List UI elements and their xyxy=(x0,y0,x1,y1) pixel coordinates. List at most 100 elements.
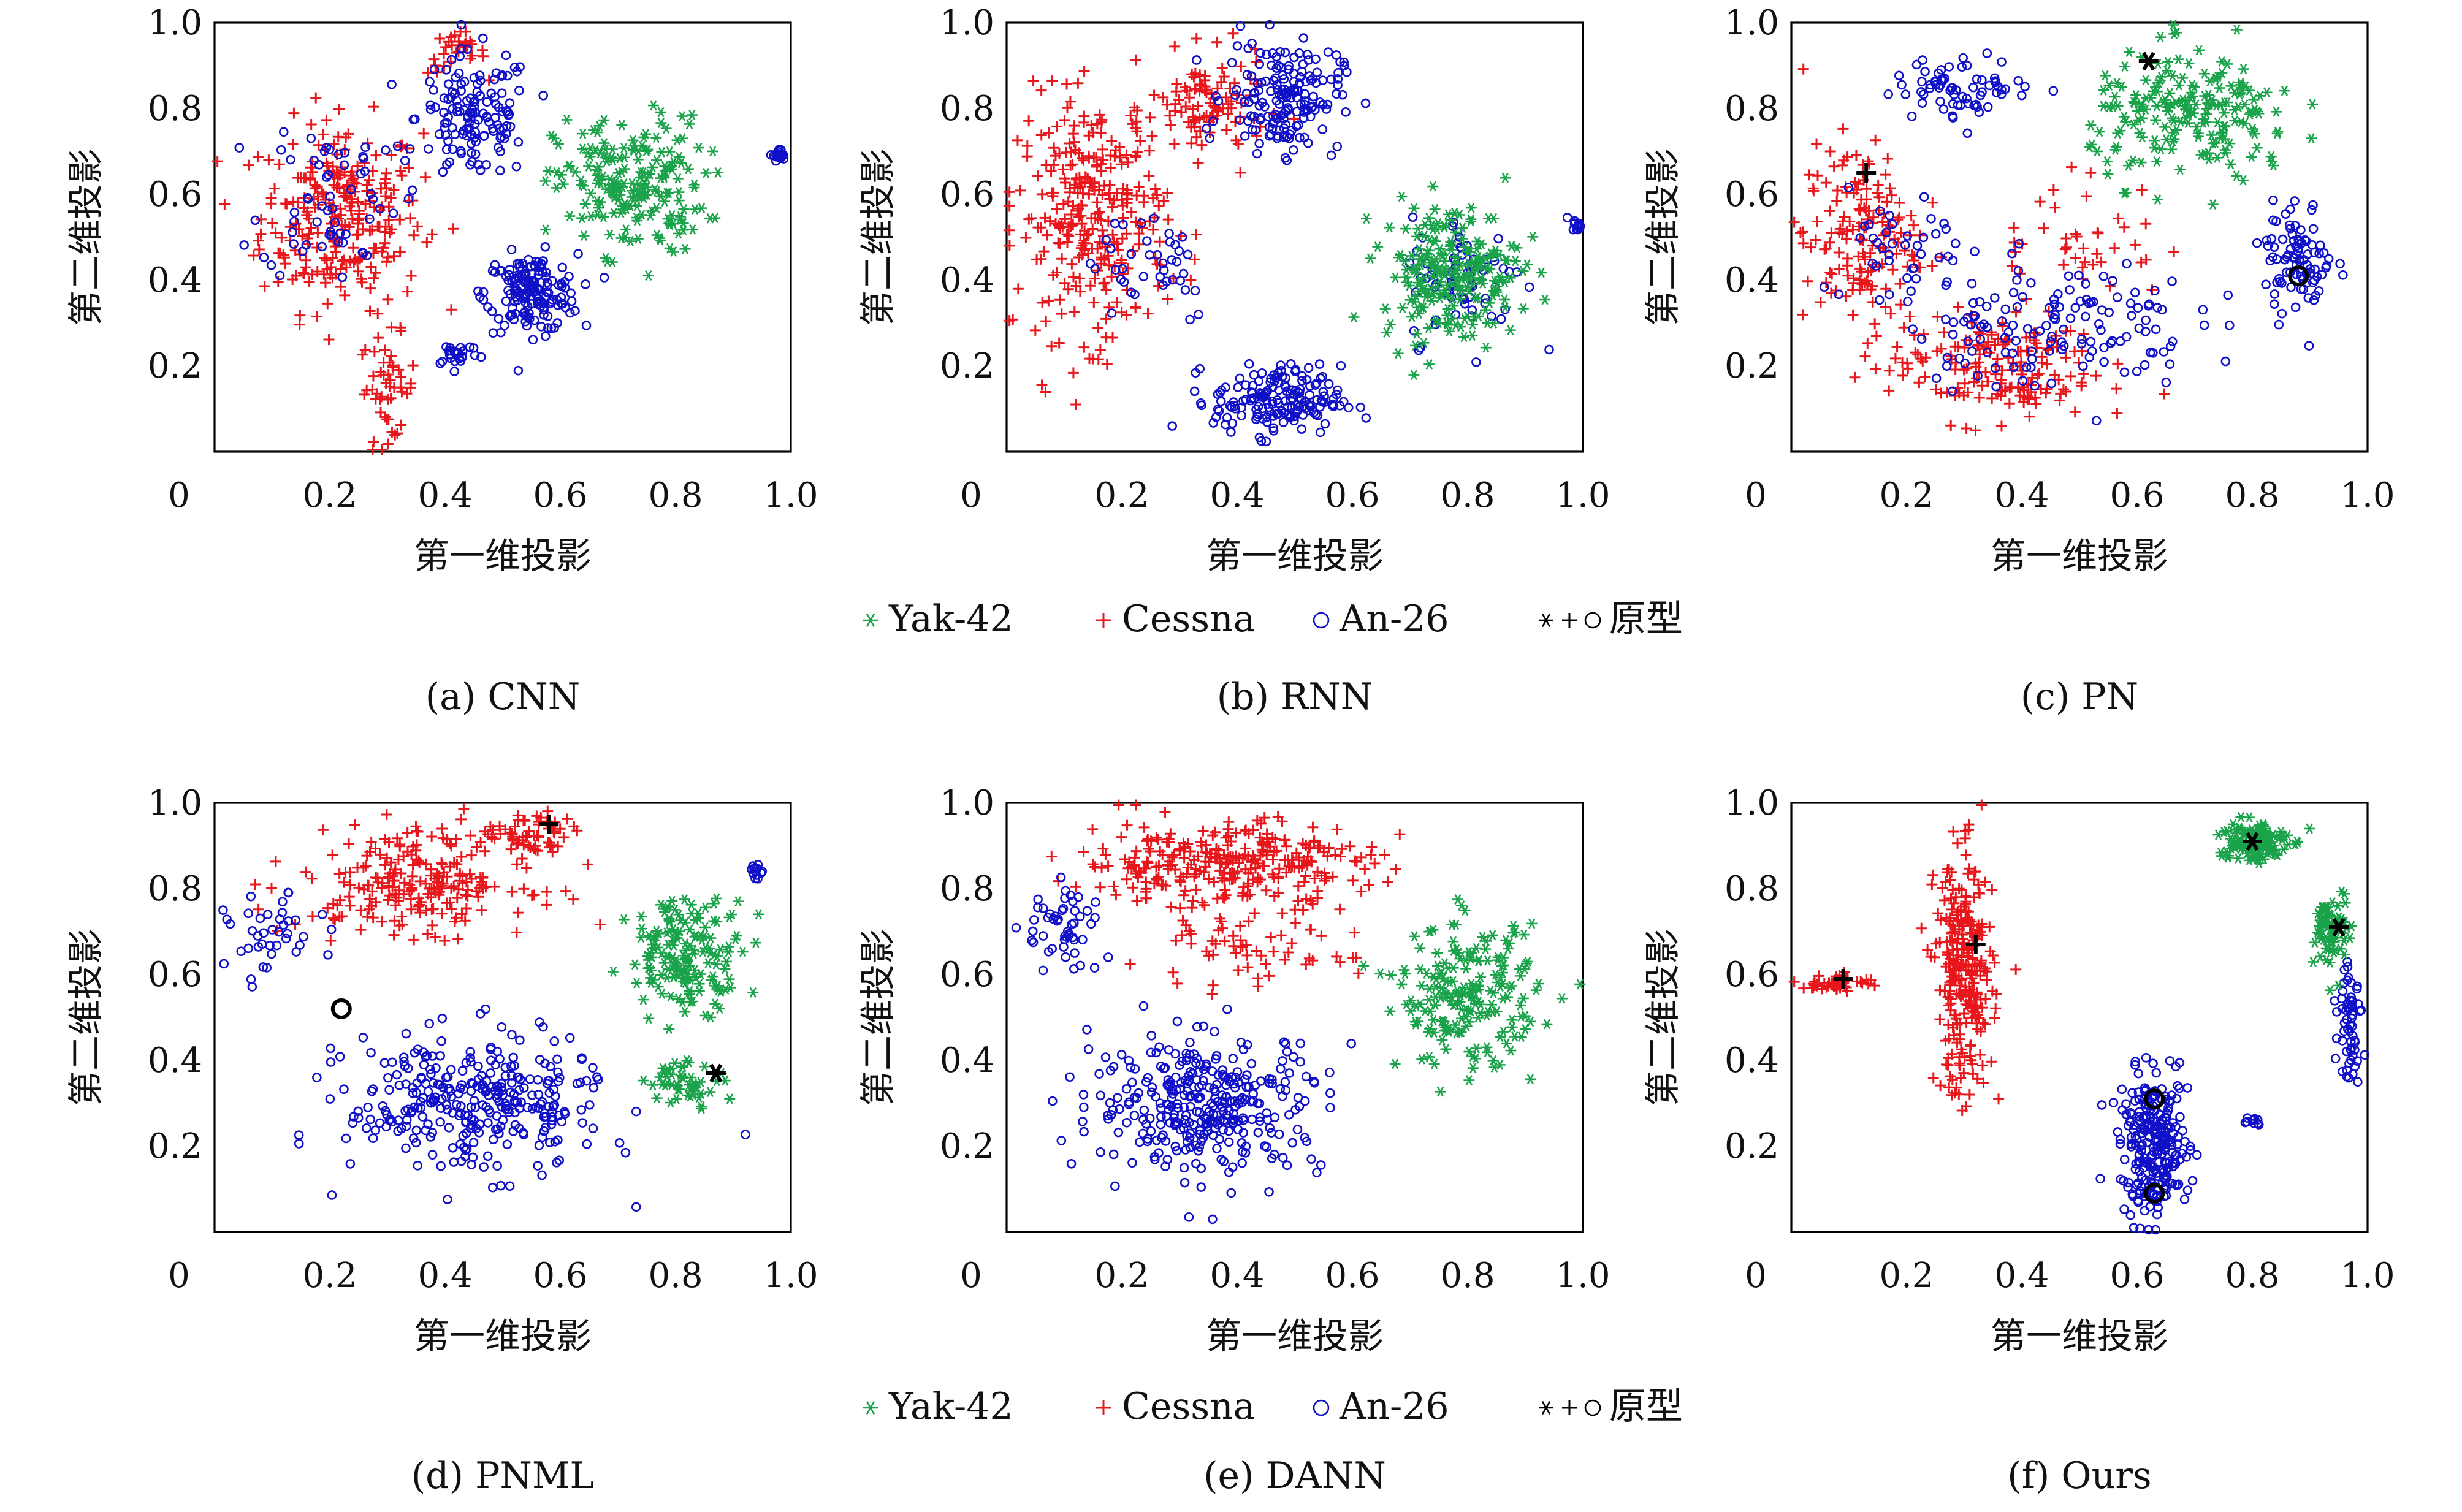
point-cessna xyxy=(385,392,397,404)
point-cessna xyxy=(370,150,382,161)
x-tick-label: 0.8 xyxy=(1440,476,1495,515)
point-cessna xyxy=(368,272,379,284)
point-cessna xyxy=(364,174,375,186)
point-an xyxy=(443,79,454,89)
point-cessna xyxy=(270,227,281,239)
point-cessna xyxy=(353,265,364,277)
x-tick-label: 0.6 xyxy=(1325,476,1379,515)
point-an xyxy=(512,66,522,77)
point-cessna xyxy=(411,221,423,232)
y-tick-label: 0.4 xyxy=(1725,260,1779,300)
point-an xyxy=(501,106,511,116)
x-tick-label: 0.8 xyxy=(1440,1256,1495,1296)
x-tick-label: 0.4 xyxy=(1210,476,1264,515)
point-cessna xyxy=(255,228,267,240)
x-axis-label: 第一维投影 xyxy=(414,1315,592,1357)
x-tick-label: 0.2 xyxy=(1094,1256,1149,1296)
point-cessna xyxy=(325,262,337,273)
y-axis-label: 第二维投影 xyxy=(65,929,107,1106)
point-cessna xyxy=(375,367,387,378)
point-cessna xyxy=(376,246,387,257)
point-an xyxy=(475,91,486,101)
point-cessna xyxy=(301,209,313,221)
point-an xyxy=(446,55,457,65)
point-an xyxy=(425,104,436,115)
y-tick-label: 1.0 xyxy=(940,3,994,43)
point-cessna xyxy=(356,349,368,360)
point-an xyxy=(464,118,474,128)
point-cessna xyxy=(353,229,364,240)
point-cessna xyxy=(359,389,370,400)
point-cessna xyxy=(364,305,376,317)
point-an xyxy=(462,44,473,55)
point-cessna xyxy=(305,119,317,131)
x-tick-label: 0 xyxy=(168,476,190,515)
x-tick-label: 0.8 xyxy=(2225,476,2279,515)
y-tick-label: 0.4 xyxy=(148,260,202,300)
point-cessna xyxy=(379,177,391,189)
point-cessna xyxy=(403,162,414,173)
point-cessna xyxy=(248,250,259,262)
point-cessna xyxy=(287,139,299,150)
point-cessna xyxy=(297,230,308,241)
point-an xyxy=(456,44,466,54)
point-cessna xyxy=(382,438,394,450)
point-an xyxy=(495,165,505,176)
y-tick-label: 0.8 xyxy=(148,89,202,129)
x-tick-label: 1.0 xyxy=(2340,476,2395,515)
point-cessna xyxy=(372,332,384,344)
point-cessna xyxy=(368,346,380,357)
point-cessna xyxy=(339,219,351,230)
point-cessna xyxy=(323,334,335,346)
point-cessna xyxy=(348,256,360,268)
point-cessna xyxy=(311,311,322,322)
point-an xyxy=(425,100,436,110)
point-cessna xyxy=(394,165,406,177)
subplot-caption: (c) PN xyxy=(2021,675,2138,718)
point-cessna xyxy=(253,151,264,162)
point-cessna xyxy=(368,101,379,113)
point-cessna xyxy=(446,39,458,51)
subplot-caption: (a) CNN xyxy=(425,675,581,718)
y-tick-label: 0.8 xyxy=(148,869,202,909)
point-an xyxy=(497,88,507,98)
scatter-panel-6: 0 0.2 0.4 0.6 0.8 1.00.20.40.60.81.0第一维投影第二维投… xyxy=(1642,783,2395,1497)
point-an xyxy=(448,144,458,154)
point-cessna xyxy=(318,129,329,140)
point-cessna xyxy=(382,294,394,305)
x-tick-label: 0.6 xyxy=(1325,1256,1379,1296)
point-cessna xyxy=(333,103,345,115)
y-tick-label: 0.2 xyxy=(1725,346,1779,386)
point-cessna xyxy=(383,215,395,226)
y-tick-label: 0.4 xyxy=(940,1041,994,1081)
point-cessna xyxy=(466,50,478,61)
point-an xyxy=(441,145,452,154)
x-tick-label: 0.4 xyxy=(417,476,472,515)
point-cessna xyxy=(344,200,356,212)
point-cessna xyxy=(291,270,302,281)
y-tick-label: 0.4 xyxy=(148,1041,202,1081)
x-axis-label: 第一维投影 xyxy=(1991,535,2168,577)
point-cessna xyxy=(483,74,495,86)
point-cessna xyxy=(394,246,406,258)
point-cessna xyxy=(330,246,341,257)
point-cessna xyxy=(278,249,289,261)
x-tick-label: 0 xyxy=(168,1256,190,1296)
point-cessna xyxy=(272,276,284,287)
point-an xyxy=(475,165,486,175)
y-tick-label: 0.2 xyxy=(940,1126,994,1166)
point-cessna xyxy=(421,237,433,248)
x-tick-label: 0.4 xyxy=(1210,1256,1264,1296)
point-cessna xyxy=(338,254,350,266)
point-cessna xyxy=(405,378,417,389)
x-tick-label: 0 xyxy=(960,1256,982,1296)
point-cessna xyxy=(319,277,331,289)
scatter-panel-3: 0 0.2 0.4 0.6 0.8 1.00.20.40.60.81.0第一维投影第二维投… xyxy=(1642,3,2395,718)
y-tick-label: 0.6 xyxy=(148,175,202,215)
point-cessna xyxy=(393,364,405,376)
x-axis-label: 第一维投影 xyxy=(414,535,592,577)
x-tick-label: 0.2 xyxy=(1879,476,1934,515)
point-an xyxy=(434,129,444,139)
point-cessna xyxy=(305,222,317,234)
point-cessna xyxy=(382,251,394,263)
